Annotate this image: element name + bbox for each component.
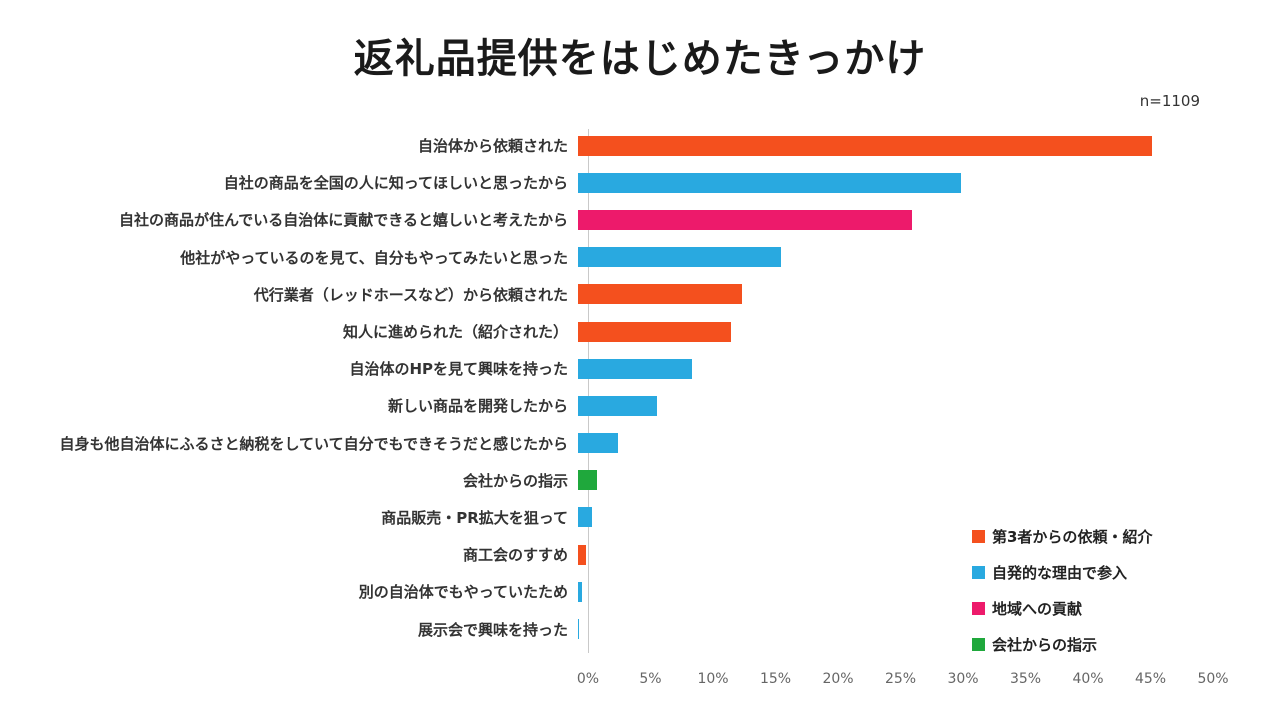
bar-track <box>578 209 1203 230</box>
x-tick-label: 5% <box>639 671 662 687</box>
category-label: 新しい商品を開発したから <box>387 397 568 416</box>
bar <box>578 619 580 640</box>
legend-label: 会社からの指示 <box>992 635 1098 654</box>
bar <box>578 581 582 602</box>
legend-item: 会社からの指示 <box>972 626 1152 662</box>
category-label: 展示会で興味を持った <box>417 620 568 639</box>
x-tick-label: 40% <box>1072 671 1104 687</box>
chart-row: 自治体のHPを見て興味を持った <box>0 350 1280 387</box>
category-label: 知人に進められた（紹介された） <box>342 323 568 342</box>
chart-row: 新しい商品を開発したから <box>0 387 1280 424</box>
x-tick-label: 20% <box>822 671 854 687</box>
chart-row: 別の自治体でもやっていたため <box>0 573 1280 610</box>
chart-row: 商品販売・PR拡大を狙って <box>0 499 1280 536</box>
bar-track <box>578 321 1203 342</box>
legend-label: 自発的な理由で参入 <box>992 563 1128 582</box>
bar <box>578 247 781 268</box>
legend-item: 地域への貢献 <box>972 590 1152 626</box>
category-label: 自社の商品を全国の人に知ってほしいと思ったから <box>223 174 568 193</box>
bar-track <box>578 433 1203 454</box>
bar <box>578 433 618 454</box>
bar <box>578 470 597 491</box>
bar-track <box>578 247 1203 268</box>
category-label: 別の自治体でもやっていたため <box>358 583 568 602</box>
chart-row: 自治体から依頼された <box>0 127 1280 164</box>
x-tick-label: 45% <box>1134 671 1167 687</box>
chart-row: 商工会のすすめ <box>0 536 1280 573</box>
bar-track <box>578 358 1203 379</box>
x-tick-label: 50% <box>1197 671 1229 687</box>
legend-swatch <box>972 565 985 579</box>
bar <box>578 209 912 230</box>
legend-swatch <box>972 529 985 543</box>
bar <box>578 135 1152 156</box>
category-label: 商工会のすすめ <box>462 546 568 565</box>
legend-label: 地域への貢献 <box>992 599 1083 618</box>
chart-row: 自身も他自治体にふるさと納税をしていて自分でもできそうだと感じたから <box>0 425 1280 462</box>
bar-track <box>578 619 1203 640</box>
x-tick-label: 35% <box>1009 671 1042 687</box>
x-tick-label: 25% <box>884 671 917 687</box>
bar <box>578 544 586 565</box>
bar <box>578 358 692 379</box>
category-label: 代行業者（レッドホースなど）から依頼された <box>253 285 568 304</box>
category-label: 会社からの指示 <box>462 471 568 490</box>
chart-row: 他社がやっているのを見て、自分もやってみたいと思った <box>0 239 1280 276</box>
bar-track <box>578 470 1203 491</box>
legend: 第3者からの依頼・紹介 自発的な理由で参入 地域への貢献 会社からの指示 <box>972 518 1152 662</box>
bar-chart: 自治体から依頼された自社の商品を全国の人に知ってほしいと思ったから自社の商品が住… <box>0 127 1280 707</box>
bar <box>578 284 742 305</box>
bar-track <box>578 135 1203 156</box>
chart-row: 展示会で興味を持った <box>0 610 1280 647</box>
zero-axis-line <box>588 129 589 653</box>
bar-track <box>578 172 1203 193</box>
category-label: 他社がやっているのを見て、自分もやってみたいと思った <box>180 248 568 267</box>
bar <box>578 172 961 193</box>
legend-item: 自発的な理由で参入 <box>972 554 1152 590</box>
legend-label: 第3者からの依頼・紹介 <box>992 527 1153 546</box>
x-tick-label: 0% <box>576 671 600 687</box>
category-label: 自身も他自治体にふるさと納税をしていて自分でもできそうだと感じたから <box>59 434 568 453</box>
bar <box>578 321 731 342</box>
bar-track <box>578 581 1203 602</box>
chart-title: 返礼品提供をはじめたきっかけ <box>353 36 927 82</box>
chart-row: 自社の商品を全国の人に知ってほしいと思ったから <box>0 164 1280 201</box>
x-tick-label: 10% <box>697 671 729 687</box>
chart-row: 自社の商品が住んでいる自治体に貢献できると嬉しいと考えたから <box>0 201 1280 238</box>
legend-swatch <box>972 601 985 615</box>
category-label: 自社の商品が住んでいる自治体に貢献できると嬉しいと考えたから <box>119 211 568 230</box>
x-tick-label: 15% <box>759 671 792 687</box>
bar <box>578 507 592 528</box>
category-label: 商品販売・PR拡大を狙って <box>381 508 568 527</box>
x-tick-label: 30% <box>947 671 979 687</box>
category-label: 自治体のHPを見て興味を持った <box>349 360 568 379</box>
legend-swatch <box>972 637 985 651</box>
chart-row: 知人に進められた（紹介された） <box>0 313 1280 350</box>
bar <box>578 395 657 416</box>
chart-row: 会社からの指示 <box>0 462 1280 499</box>
bar-rows-container: 自治体から依頼された自社の商品を全国の人に知ってほしいと思ったから自社の商品が住… <box>0 127 1280 648</box>
bar-track <box>578 395 1203 416</box>
x-axis: 0% 5% 10% 15% 20% 25% 30% 35% 40% 45% 50% <box>577 671 1229 693</box>
legend-item: 第3者からの依頼・紹介 <box>972 518 1152 554</box>
category-label: 自治体から依頼された <box>417 137 568 156</box>
bar-track <box>578 284 1203 305</box>
bar-track <box>578 544 1203 565</box>
bar-track <box>578 507 1203 528</box>
sample-size-label: n=1109 <box>1139 92 1200 110</box>
chart-row: 代行業者（レッドホースなど）から依頼された <box>0 276 1280 313</box>
